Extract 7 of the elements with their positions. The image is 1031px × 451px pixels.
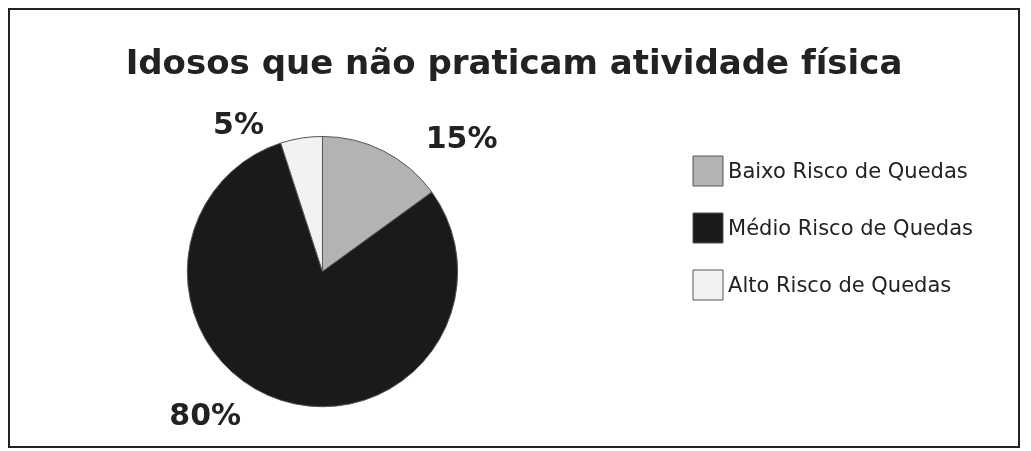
- legend-label: Médio Risco de Quedas: [728, 216, 974, 240]
- data-label: 80%: [169, 396, 242, 432]
- data-label: 5%: [213, 105, 264, 141]
- data-label: 15%: [425, 120, 498, 156]
- legend-label: Alto Risco de Quedas: [728, 273, 952, 297]
- legend-label: Baixo Risco de Quedas: [728, 159, 968, 183]
- chart-title: Idosos que não praticam atividade física: [125, 42, 903, 82]
